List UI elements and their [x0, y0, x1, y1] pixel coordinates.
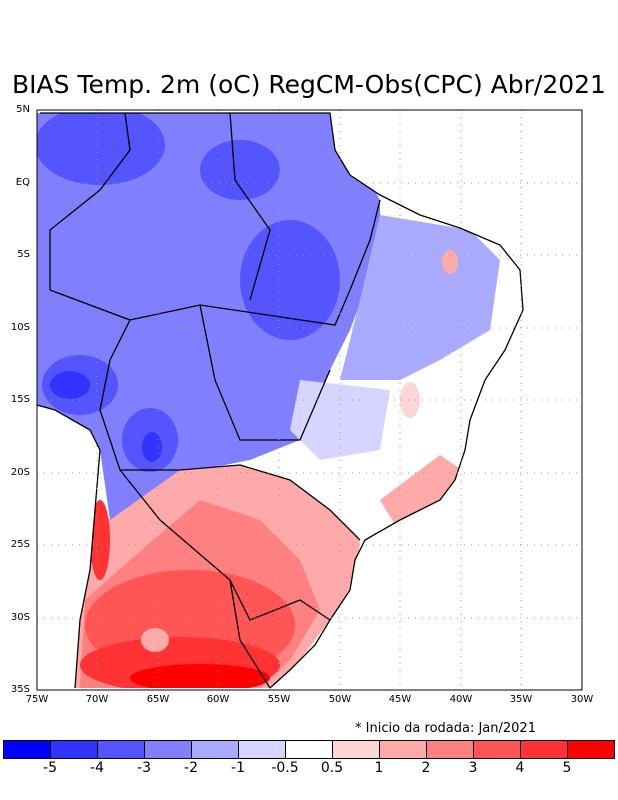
- y-axis-label: 35S: [10, 684, 30, 695]
- colorbar-label: -0.5: [271, 760, 299, 776]
- map-frame: [36, 109, 583, 691]
- x-axis-label: 45W: [388, 694, 412, 705]
- x-axis-label: 35W: [509, 694, 533, 705]
- x-axis-label: 75W: [25, 694, 49, 705]
- y-axis-label: 20S: [10, 467, 30, 478]
- colorbar-swatch: [427, 741, 474, 758]
- x-axis-label: 30W: [570, 694, 594, 705]
- colorbar-swatch: [521, 741, 568, 758]
- y-axis-label: 5N: [16, 104, 30, 115]
- colorbar-label: 5: [562, 760, 572, 776]
- y-axis-label: 25S: [10, 539, 30, 550]
- colorbar-swatch: [568, 741, 614, 758]
- colorbar-label: 1: [374, 760, 384, 776]
- x-axis-label: 60W: [206, 694, 230, 705]
- map-title: BIAS Temp. 2m (oC) RegCM-Obs(CPC) Abr/20…: [12, 70, 606, 99]
- run-start-note: * Inicio da rodada: Jan/2021: [355, 721, 536, 736]
- colorbar-label: -3: [137, 760, 151, 776]
- y-axis-label: 10S: [10, 322, 30, 333]
- colorbar-swatch: [239, 741, 286, 758]
- x-axis-label: 55W: [267, 694, 291, 705]
- colorbar-swatch: [4, 741, 51, 758]
- colorbar-swatch: [333, 741, 380, 758]
- colorbar-swatch: [51, 741, 98, 758]
- x-axis-label: 65W: [146, 694, 170, 705]
- bias-field: [37, 113, 523, 688]
- y-axis-label: 30S: [10, 612, 30, 623]
- colorbar-swatch: [380, 741, 427, 758]
- country-borders: [36, 112, 524, 689]
- x-axis-label: 50W: [328, 694, 352, 705]
- colorbar-label: 2: [421, 760, 431, 776]
- colorbar-swatch: [474, 741, 521, 758]
- colorbar-label: 4: [515, 760, 525, 776]
- y-axis-label: EQ: [15, 177, 30, 188]
- colorbar-label: -2: [184, 760, 198, 776]
- colorbar-label: 0.5: [320, 760, 344, 776]
- y-axis-label: 5S: [17, 249, 30, 260]
- colorbar-label: -1: [231, 760, 245, 776]
- colorbar-swatch: [145, 741, 192, 758]
- colorbar-label: -4: [90, 760, 104, 776]
- colorbar-swatch: [98, 741, 145, 758]
- colorbar-swatch: [286, 741, 333, 758]
- colorbar-label: 3: [468, 760, 478, 776]
- colorbar: [3, 740, 615, 759]
- grid-lines: [37, 110, 582, 690]
- colorbar-swatch: [192, 741, 239, 758]
- x-axis-label: 70W: [85, 694, 109, 705]
- x-axis-label: 40W: [449, 694, 473, 705]
- y-axis-label: 15S: [10, 394, 30, 405]
- colorbar-label: -5: [43, 760, 57, 776]
